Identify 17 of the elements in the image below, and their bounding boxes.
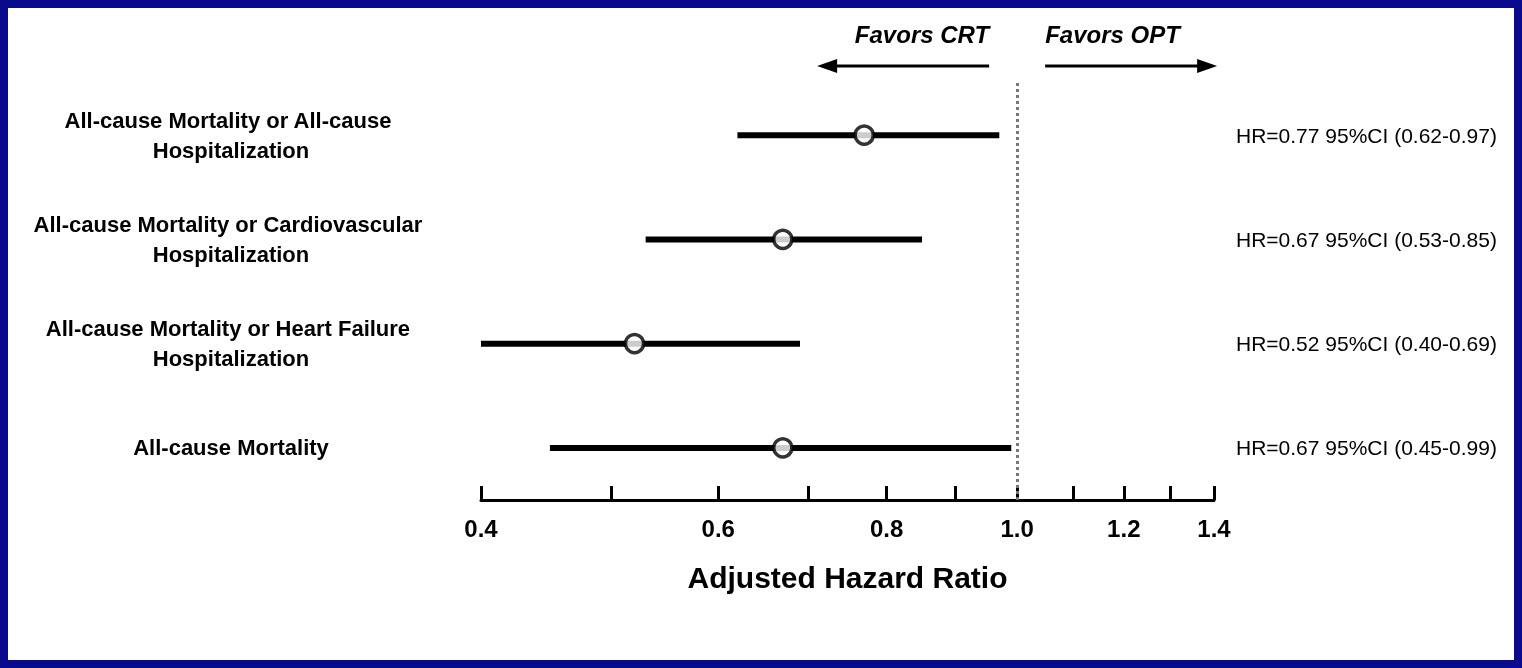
y-tick-label: All-cause Mortality or Cardiovascular Hospitalization [33,211,429,267]
data-label: HR=0.77 95%CI (0.62-0.97) [1236,123,1497,147]
x-tick-label: 0.4 [464,514,499,542]
y-tick-label: All-cause Mortality [133,435,330,461]
text: Favors OPT [1045,20,1183,48]
x-axis-title: Adjusted Hazard Ratio [687,560,1008,594]
data-label: HR=0.67 95%CI (0.45-0.99) [1236,436,1497,460]
x-tick-label: 1.2 [1107,514,1141,542]
y-tick-label: All-cause Mortality or Heart Failure Hospitalization [45,316,417,372]
data-label: HR=0.67 95%CI (0.53-0.85) [1236,227,1497,251]
x-tick-label: 1.4 [1197,514,1232,542]
x-tick-label: 1.0 [1000,514,1034,542]
data-label: HR=0.52 95%CI (0.40-0.69) [1236,332,1497,356]
text: Favors CRT [854,20,992,48]
y-tick-label: All-cause Mortality or All-cause Hospitalization [64,107,398,163]
x-tick-label: 0.6 [701,514,735,542]
x-tick-label: 0.8 [869,514,904,542]
